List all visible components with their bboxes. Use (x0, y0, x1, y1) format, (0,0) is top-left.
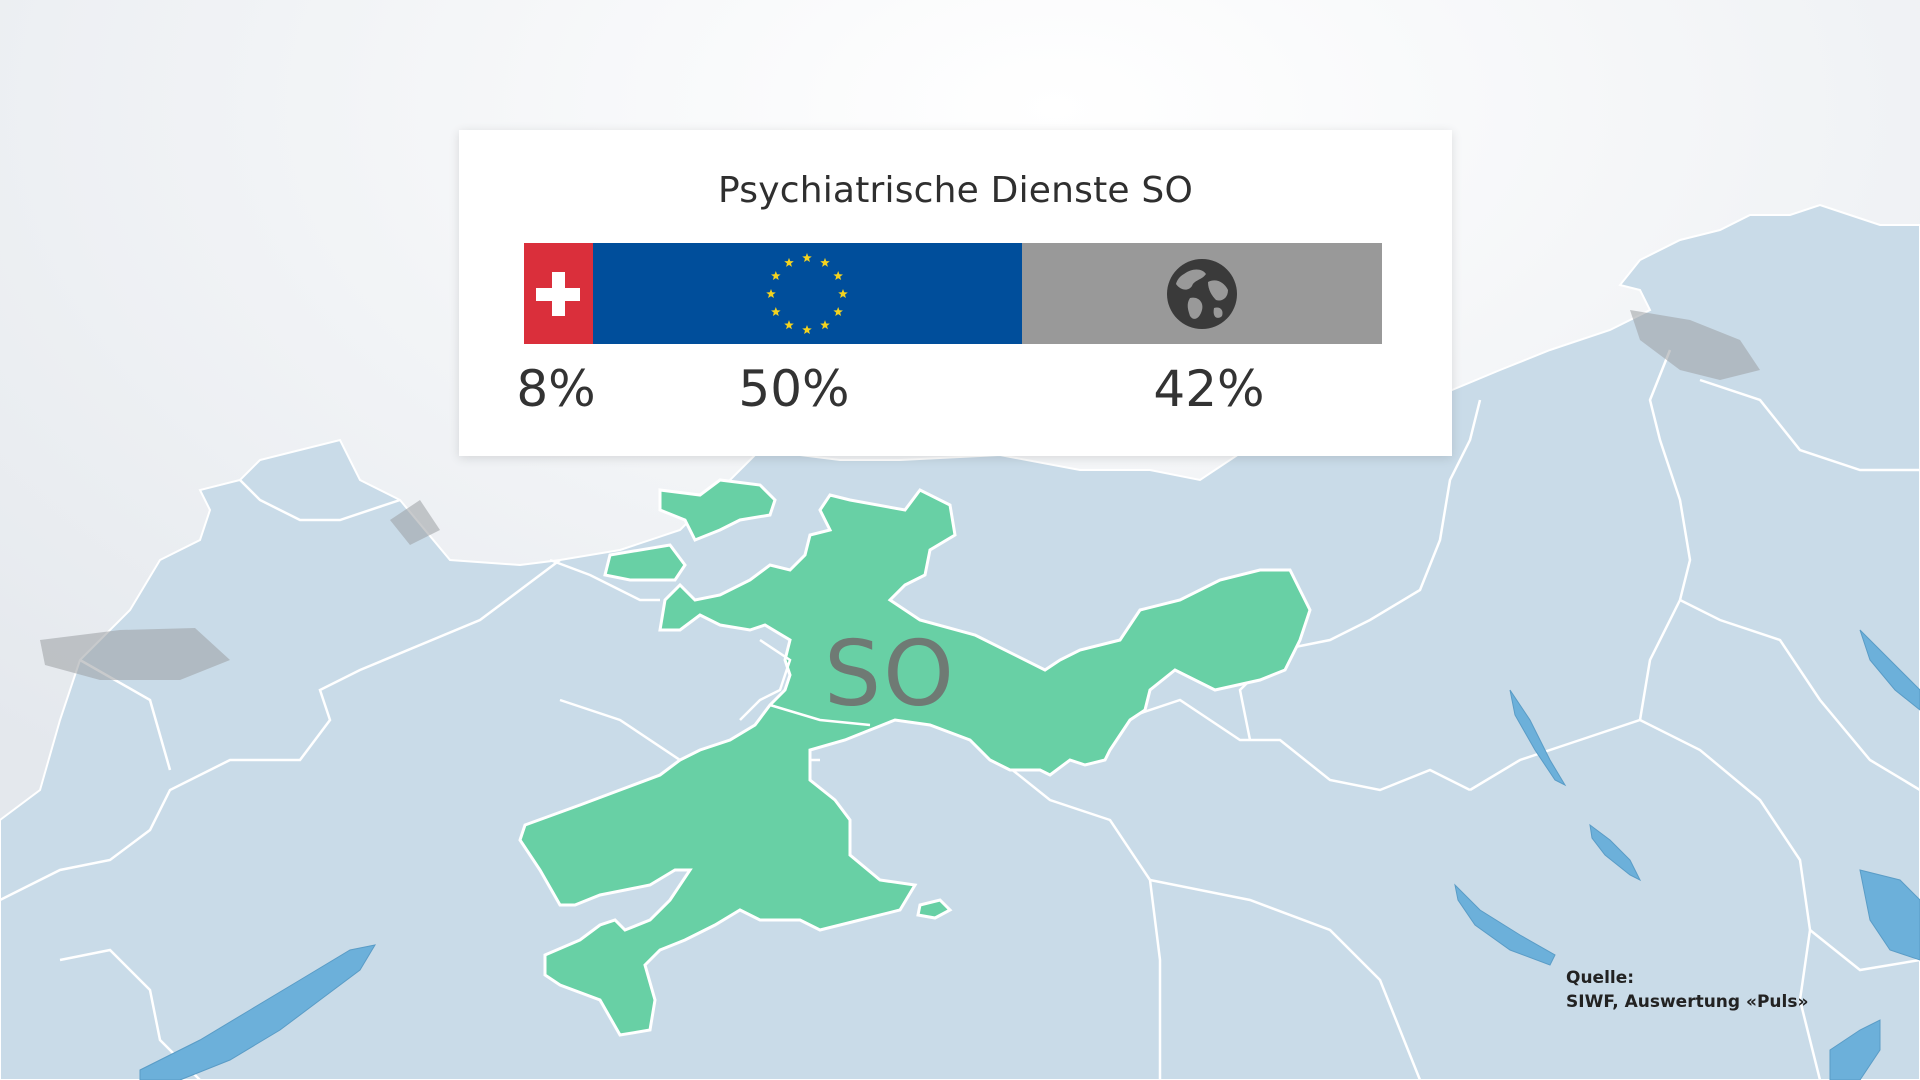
eu-star (833, 306, 844, 316)
segment-eu (592, 243, 1022, 344)
eu-star (802, 252, 812, 262)
percent-eu: 50% (738, 360, 850, 418)
segment-world (1021, 243, 1382, 344)
eu-star (820, 257, 830, 267)
eu-star (833, 270, 844, 280)
eu-stars-icon (766, 252, 848, 334)
region-label-so: SO (824, 621, 956, 727)
eu-star (766, 288, 776, 298)
source-text: SIWF, Auswertung «Puls» (1566, 992, 1809, 1012)
percent-switzerland: 8% (516, 360, 596, 418)
eu-star (784, 257, 794, 267)
segment-switzerland (524, 243, 593, 344)
canton-so (518, 478, 1312, 1037)
source-heading: Quelle: (1566, 968, 1635, 988)
swiss-flag-icon (536, 271, 581, 316)
eu-star (802, 324, 812, 334)
composition-bar (524, 243, 1382, 344)
eu-star (771, 306, 781, 316)
eu-star (784, 319, 794, 329)
inner-lines (549, 558, 871, 727)
globe-icon (1166, 258, 1237, 329)
eu-star (838, 288, 848, 298)
relief-shadows (40, 310, 1760, 680)
percent-world: 42% (1153, 360, 1265, 418)
composition-card: Psychiatrische Dienste SO 8% 50% 42% (459, 130, 1452, 456)
eu-star (820, 319, 830, 329)
eu-star (771, 270, 781, 280)
source-note: Quelle: SIWF, Auswertung «Puls» (1566, 966, 1808, 1014)
lakes (139, 629, 1920, 1080)
card-title: Psychiatrische Dienste SO (717, 170, 1194, 211)
